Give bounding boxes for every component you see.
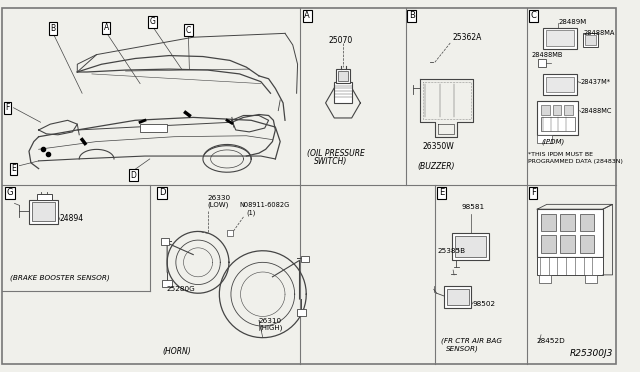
- Text: SENSOR): SENSOR): [446, 345, 479, 352]
- Bar: [564, 105, 573, 115]
- Text: 25385B: 25385B: [438, 248, 466, 254]
- Text: F: F: [6, 103, 10, 112]
- Text: 25362A: 25362A: [452, 33, 481, 42]
- Bar: [538, 60, 546, 67]
- Text: (BUZZER): (BUZZER): [417, 161, 455, 171]
- Bar: [296, 309, 307, 317]
- Bar: [552, 105, 561, 115]
- Text: C: C: [186, 26, 191, 35]
- Bar: [452, 233, 489, 260]
- Ellipse shape: [273, 100, 288, 110]
- Bar: [584, 35, 596, 45]
- Text: 28488MB: 28488MB: [531, 52, 563, 58]
- Bar: [301, 256, 309, 262]
- Bar: [537, 135, 552, 142]
- Bar: [338, 71, 348, 81]
- Ellipse shape: [566, 235, 573, 241]
- Bar: [543, 74, 577, 95]
- Bar: [140, 124, 167, 132]
- Text: SWITCH): SWITCH): [314, 157, 348, 166]
- Text: A: A: [104, 23, 109, 32]
- Bar: [541, 235, 556, 253]
- Text: N08911-6082G: N08911-6082G: [239, 202, 290, 208]
- Text: A: A: [305, 12, 310, 20]
- Bar: [546, 31, 574, 46]
- Bar: [537, 101, 578, 135]
- Text: B: B: [409, 12, 415, 20]
- Bar: [455, 236, 486, 257]
- Bar: [161, 238, 169, 245]
- Text: R25300J3: R25300J3: [570, 349, 613, 358]
- Text: (HORN): (HORN): [163, 347, 191, 356]
- Bar: [541, 105, 550, 115]
- Text: 26330: 26330: [208, 195, 231, 201]
- Text: (1): (1): [246, 209, 256, 215]
- Bar: [561, 235, 575, 253]
- Text: 28452D: 28452D: [536, 337, 565, 343]
- Text: 28488MC: 28488MC: [580, 108, 612, 113]
- Bar: [32, 202, 55, 221]
- Bar: [582, 33, 598, 47]
- Bar: [546, 77, 574, 92]
- Text: G: G: [150, 17, 156, 26]
- Bar: [539, 275, 550, 283]
- Text: (LOW): (LOW): [208, 201, 229, 208]
- Text: E: E: [11, 164, 16, 173]
- Text: (IPDM): (IPDM): [541, 138, 564, 145]
- Text: 98581: 98581: [462, 204, 485, 210]
- Text: (BRAKE BOOSTER SENSOR): (BRAKE BOOSTER SENSOR): [10, 275, 109, 281]
- Text: D: D: [159, 188, 166, 197]
- Text: D: D: [131, 171, 136, 180]
- Bar: [543, 28, 577, 49]
- Text: 98502: 98502: [472, 301, 495, 307]
- Bar: [336, 69, 349, 83]
- Bar: [580, 235, 594, 253]
- Text: (FR CTR AIR BAG: (FR CTR AIR BAG: [440, 337, 502, 344]
- Text: F: F: [531, 188, 536, 197]
- Text: 28488MA: 28488MA: [584, 30, 615, 36]
- Text: (HIGH): (HIGH): [259, 325, 282, 331]
- Text: E: E: [439, 188, 444, 197]
- Text: B: B: [51, 24, 56, 33]
- Text: 26350W: 26350W: [422, 142, 454, 151]
- Bar: [447, 289, 468, 305]
- Bar: [334, 82, 351, 103]
- Text: 25070: 25070: [328, 36, 353, 45]
- Text: 24894: 24894: [60, 214, 84, 223]
- Text: (OIL PRESSURE: (OIL PRESSURE: [307, 149, 365, 158]
- Text: 28489M: 28489M: [559, 19, 587, 25]
- Bar: [541, 118, 575, 131]
- Bar: [541, 214, 556, 231]
- Text: C: C: [531, 12, 536, 20]
- Bar: [580, 214, 594, 231]
- Bar: [227, 230, 233, 236]
- Text: 25280G: 25280G: [166, 286, 195, 292]
- Bar: [444, 286, 472, 308]
- Bar: [29, 199, 58, 224]
- Ellipse shape: [564, 233, 576, 243]
- Text: PROGRAMMED DATA (28483N): PROGRAMMED DATA (28483N): [529, 159, 623, 164]
- Bar: [586, 275, 597, 283]
- Bar: [561, 214, 575, 231]
- Text: *THIS IPDM MUST BE: *THIS IPDM MUST BE: [529, 152, 593, 157]
- Text: G: G: [6, 188, 13, 197]
- Bar: [537, 257, 603, 275]
- Bar: [537, 209, 603, 257]
- Bar: [163, 280, 172, 288]
- Bar: [36, 194, 52, 201]
- Text: 26310: 26310: [259, 318, 282, 324]
- Text: 28437M*: 28437M*: [580, 78, 611, 84]
